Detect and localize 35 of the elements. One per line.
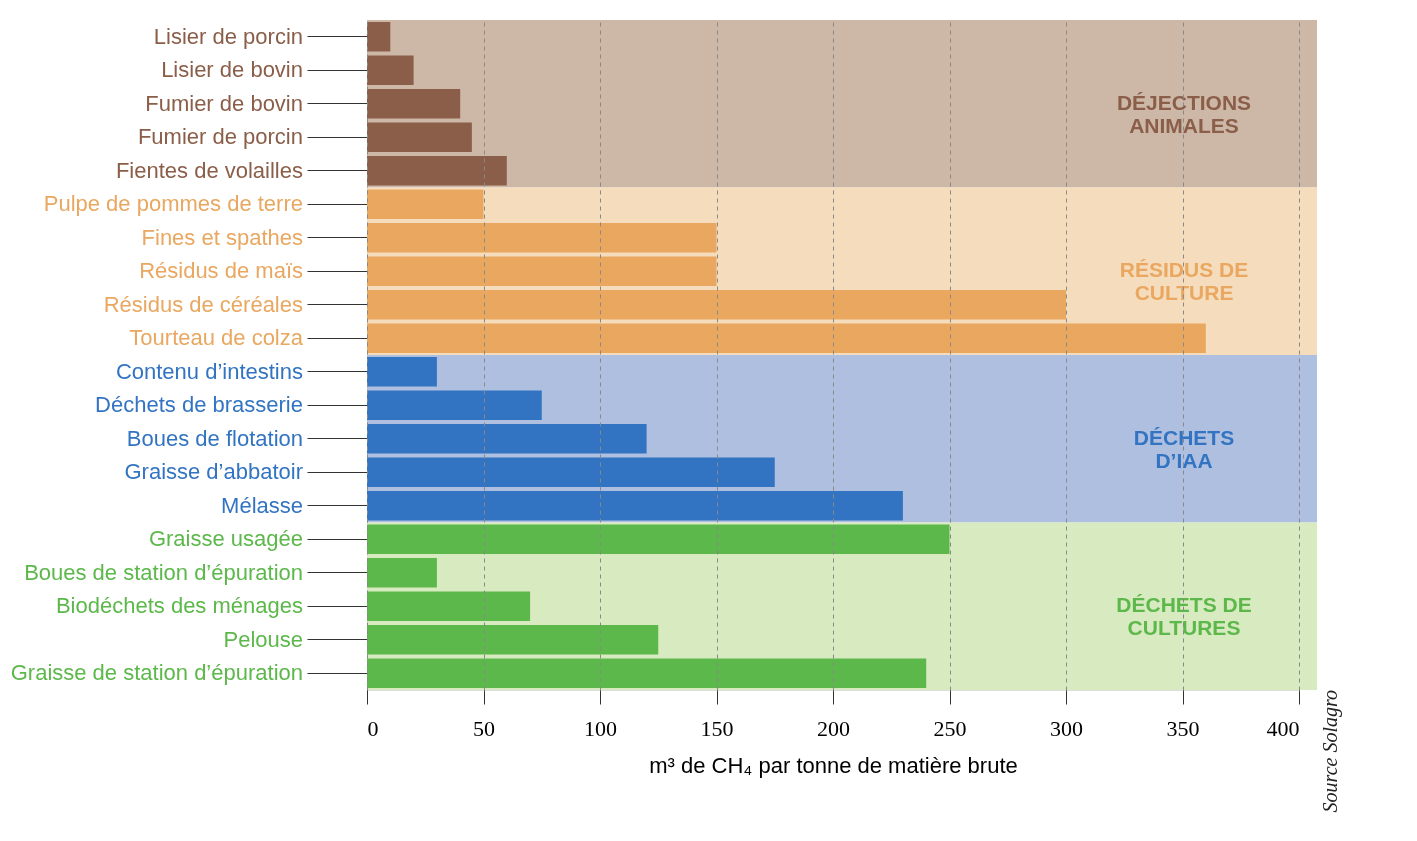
source-note: Source Solagro bbox=[1319, 690, 1342, 813]
x-tick-label: 0 bbox=[367, 715, 379, 741]
y-tick-label: Résidus de céréales bbox=[103, 291, 303, 317]
y-tick-label: Lisier de bovin bbox=[161, 57, 303, 83]
x-tick-label: 100 bbox=[584, 715, 617, 741]
x-axis-title: m³ de CH₄ par tonne de matière brute bbox=[649, 752, 1018, 778]
y-tick-label: Biodéchets des ménages bbox=[55, 593, 303, 619]
y-tick-label: Graisse usagée bbox=[148, 526, 303, 552]
y-tick-label: Fumier de porcin bbox=[137, 124, 303, 150]
band-label: DÉCHETS DE CULTURES bbox=[1116, 593, 1252, 640]
y-tick-label: Pulpe de pommes de terre bbox=[43, 191, 303, 217]
y-tick-label: Résidus de maïs bbox=[139, 258, 303, 284]
x-tick-label: 250 bbox=[933, 715, 967, 741]
band-label: DÉCHETS D’IAA bbox=[1133, 425, 1235, 472]
y-tick-label: Boues de station d’épuration bbox=[24, 559, 303, 585]
y-tick-label: Graisse d’abbatoir bbox=[124, 459, 303, 485]
x-tick-label: 300 bbox=[1050, 715, 1083, 741]
band-label: DÉJECTIONS ANIMALES bbox=[1116, 90, 1252, 137]
x-tick-label: 350 bbox=[1166, 715, 1200, 741]
y-tick-label: Contenu d’intestins bbox=[115, 358, 303, 384]
y-tick-label: Fines et spathes bbox=[141, 224, 303, 250]
y-tick-label: Boues de flotation bbox=[126, 425, 303, 451]
y-tick-label: Fientes de volailles bbox=[115, 157, 303, 183]
y-tick-label: Tourteau de colza bbox=[129, 325, 304, 351]
x-tick-label: 400 bbox=[1266, 715, 1300, 741]
y-tick-label: Pelouse bbox=[223, 626, 303, 652]
y-tick-label: Déchets de brasserie bbox=[95, 392, 303, 418]
y-tick-label: Fumier de bovin bbox=[145, 90, 303, 116]
x-tick-label: 150 bbox=[700, 715, 734, 741]
y-tick-label: Mélasse bbox=[221, 492, 303, 518]
x-tick-label: 200 bbox=[817, 715, 850, 741]
y-tick-label: Graisse de station d’épuration bbox=[10, 660, 303, 686]
x-tick-label: 50 bbox=[473, 715, 495, 741]
band-label: RÉSIDUS DE CULTURE bbox=[1119, 258, 1249, 305]
y-tick-label: Lisier de porcin bbox=[153, 23, 303, 49]
